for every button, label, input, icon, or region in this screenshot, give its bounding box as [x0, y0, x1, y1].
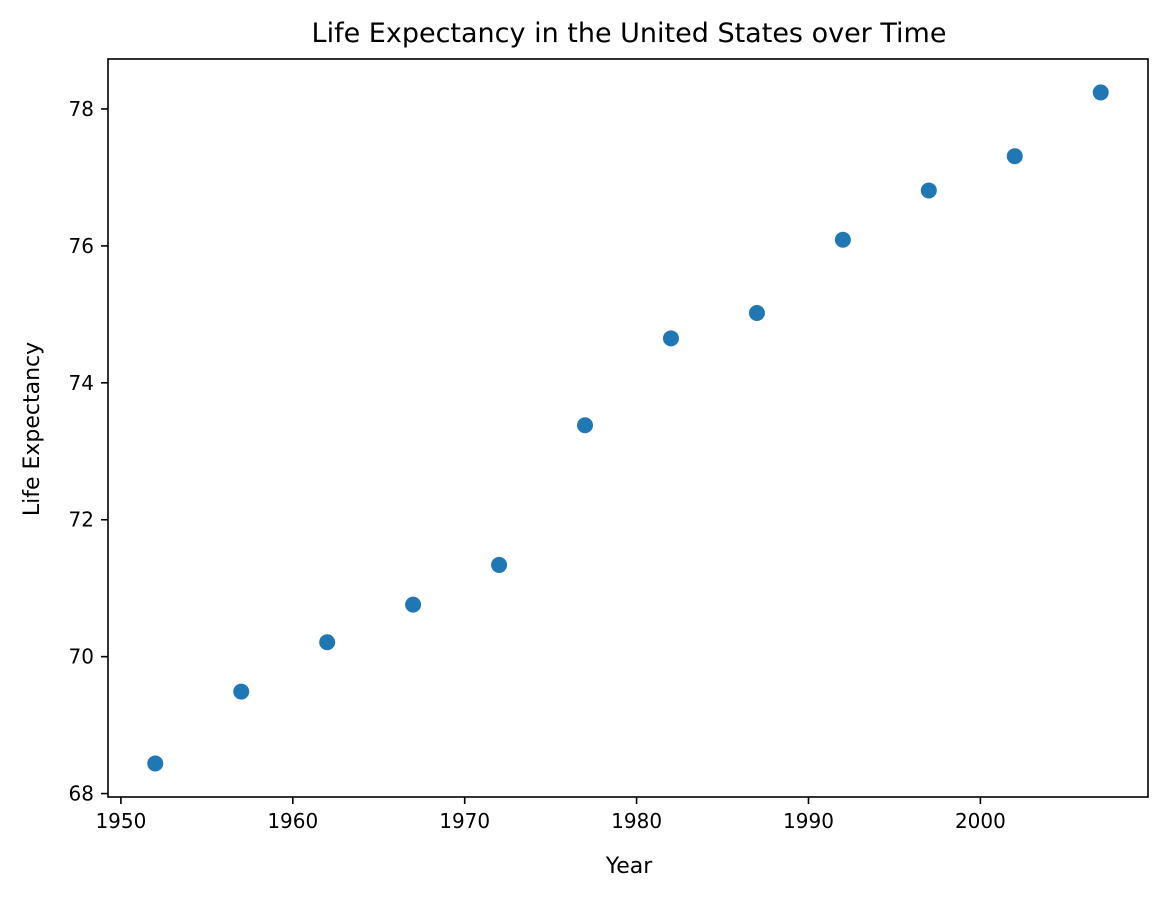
- data-point: [147, 755, 164, 772]
- data-point: [662, 330, 679, 347]
- x-axis-label: Year: [605, 854, 654, 879]
- y-tick-label: 72: [69, 508, 94, 532]
- x-axis-ticks: 1950 1960 1970 1980 1990 2000: [95, 797, 1006, 833]
- data-point: [920, 182, 937, 199]
- x-tick-label: 1970: [439, 809, 490, 833]
- x-tick-label: 1990: [783, 809, 834, 833]
- data-point: [748, 304, 765, 321]
- chart-title: Life Expectancy in the United States ove…: [312, 18, 947, 49]
- x-tick-label: 1960: [267, 809, 318, 833]
- data-point: [233, 683, 250, 700]
- y-axis-label: Life Expectancy: [20, 342, 45, 516]
- y-axis-ticks: 68 70 72 74 76 78: [69, 97, 108, 806]
- y-tick-label: 68: [69, 782, 94, 806]
- y-tick-label: 74: [69, 371, 94, 395]
- x-tick-label: 1950: [95, 809, 146, 833]
- data-point: [405, 596, 422, 613]
- data-point: [319, 634, 336, 651]
- plot-frame: [107, 58, 1149, 798]
- x-tick-label: 1980: [611, 809, 662, 833]
- data-point: [1092, 84, 1109, 101]
- y-tick-label: 78: [69, 97, 94, 121]
- y-tick-label: 70: [69, 645, 94, 669]
- data-point: [491, 556, 508, 573]
- plot-area: [107, 58, 1149, 798]
- data-point: [1006, 148, 1023, 165]
- data-points: [147, 84, 1109, 772]
- x-tick-label: 2000: [955, 809, 1006, 833]
- data-point: [577, 417, 594, 434]
- y-tick-label: 76: [69, 234, 94, 258]
- data-point: [834, 231, 851, 248]
